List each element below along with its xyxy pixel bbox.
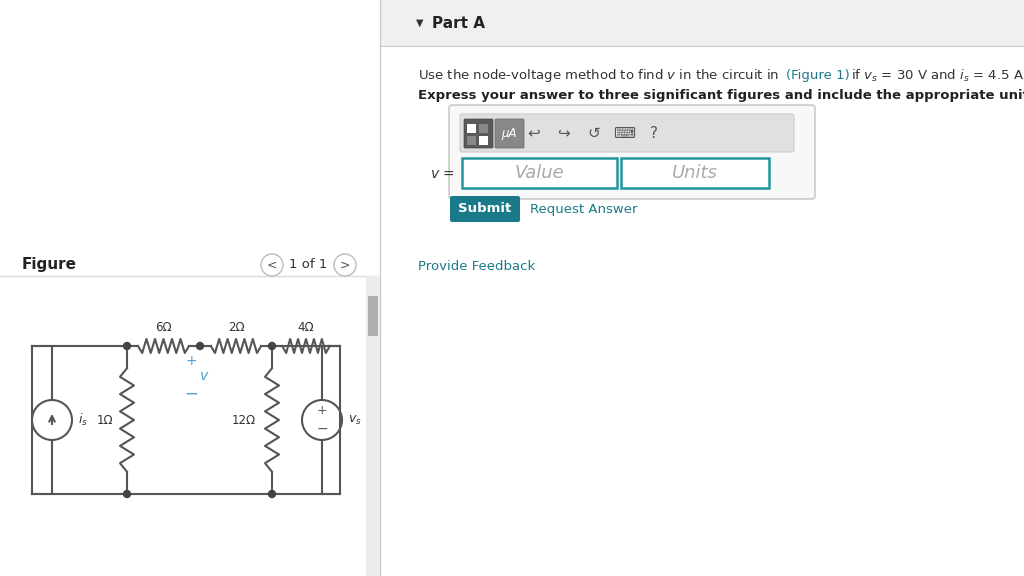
Text: Figure: Figure [22,257,77,272]
Text: 6Ω: 6Ω [156,321,172,334]
Text: +: + [185,354,198,368]
Text: +: + [316,404,328,418]
Text: 12Ω: 12Ω [231,414,256,426]
Circle shape [261,254,283,276]
Text: >: > [340,259,350,271]
Text: $v$: $v$ [200,369,210,383]
Bar [368,296,378,336]
Bar [467,136,476,145]
Bar [380,0,1024,576]
Text: Request Answer: Request Answer [530,203,638,215]
Text: ▼: ▼ [416,18,424,28]
Text: 1Ω: 1Ω [96,414,113,426]
Circle shape [124,343,130,350]
Text: Express your answer to three significant figures and include the appropriate uni: Express your answer to three significant… [418,89,1024,103]
FancyBboxPatch shape [464,119,493,148]
Bar [479,136,488,145]
Text: μA: μA [502,127,517,139]
Text: Submit: Submit [459,203,512,215]
Bar [380,0,1024,46]
Text: 1 of 1: 1 of 1 [289,259,328,271]
Text: Units: Units [672,164,718,182]
Text: ?: ? [650,126,658,141]
Text: (Figure 1): (Figure 1) [786,70,850,82]
Text: 4Ω: 4Ω [298,321,314,334]
Bar [467,124,476,133]
Circle shape [268,343,275,350]
Text: <: < [266,259,278,271]
Bar [366,276,380,576]
Text: Provide Feedback: Provide Feedback [418,260,536,272]
Text: $v$ =: $v$ = [430,167,455,181]
Bar [462,158,617,188]
FancyBboxPatch shape [495,119,524,148]
Bar [479,124,488,133]
Bar [0,0,380,576]
Circle shape [124,491,130,498]
FancyBboxPatch shape [460,114,794,152]
Text: $i_s$: $i_s$ [78,412,88,428]
Circle shape [197,343,204,350]
Text: ↺: ↺ [588,126,600,141]
Text: ↪: ↪ [558,126,570,141]
Text: Part A: Part A [432,16,485,31]
Text: $v_s$: $v_s$ [348,414,361,427]
Text: −: − [184,385,199,403]
Text: Use the node-voltage method to find $v$ in the circuit in: Use the node-voltage method to find $v$ … [418,67,779,85]
Text: Value: Value [515,164,564,182]
Text: if $v_s$ = 30 V and $i_s$ = 4.5 A.: if $v_s$ = 30 V and $i_s$ = 4.5 A. [851,68,1024,84]
Circle shape [32,400,72,440]
Text: −: − [316,422,328,436]
FancyBboxPatch shape [450,196,520,222]
Text: ⌨: ⌨ [613,126,635,141]
Circle shape [334,254,356,276]
Bar [621,158,769,188]
Text: 2Ω: 2Ω [227,321,245,334]
FancyBboxPatch shape [449,105,815,199]
Circle shape [268,491,275,498]
Text: ↩: ↩ [527,126,541,141]
Circle shape [302,400,342,440]
